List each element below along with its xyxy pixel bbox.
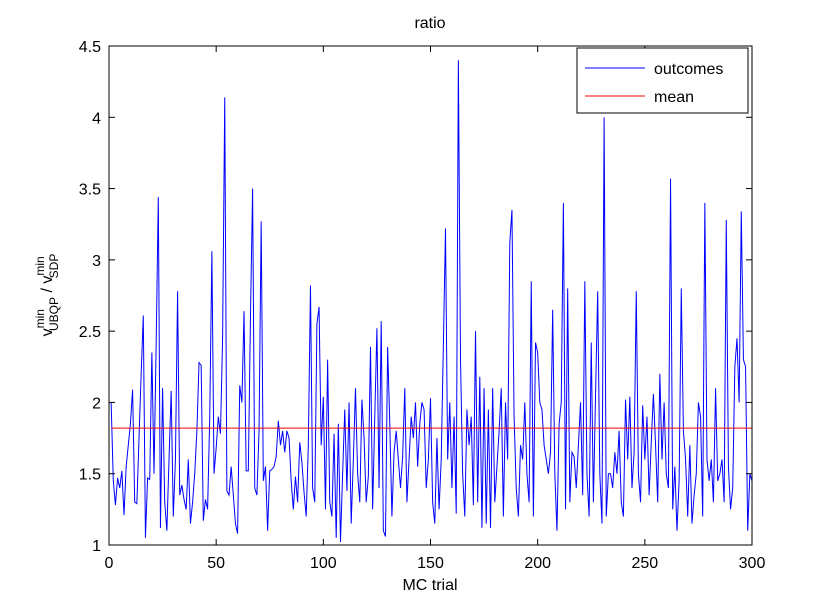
data-line: [110, 60, 753, 543]
y-tick-label: 3: [92, 253, 101, 270]
y-label-part: v: [39, 328, 56, 336]
legend-label: mean: [654, 89, 694, 106]
y-tick-label: 2.5: [79, 324, 101, 341]
x-axis-label: MC trial: [402, 577, 457, 594]
y-tick-label: 3.5: [79, 182, 101, 199]
chart-title: ratio: [414, 15, 445, 32]
y-label-part: min: [33, 309, 47, 328]
x-tick-label: 300: [739, 555, 766, 572]
x-tick-label: 0: [105, 555, 114, 572]
y-label-part: min: [33, 256, 47, 275]
plot-area: [109, 46, 752, 545]
y-label-part: v: [39, 276, 56, 284]
y-tick-label: 1.5: [79, 467, 101, 484]
y-label-part: UBQP: [47, 297, 61, 331]
x-tick-label: 250: [631, 555, 658, 572]
y-tick-label: 2: [92, 395, 101, 412]
y-tick-label: 1: [92, 538, 101, 555]
y-label-part: /: [39, 284, 56, 297]
x-tick-label: 100: [310, 555, 337, 572]
legend-box: [576, 47, 749, 114]
x-tick-label: 200: [524, 555, 551, 572]
legend-label: outcomes: [654, 61, 723, 78]
x-tick-label: 50: [207, 555, 225, 572]
y-tick-label: 4.5: [79, 39, 101, 56]
y-axis-label: vminUBQP / vminSDP: [33, 254, 61, 337]
y-tick-label: 4: [92, 110, 101, 127]
y-label-part: SDP: [47, 254, 61, 279]
x-tick-label: 150: [417, 555, 444, 572]
